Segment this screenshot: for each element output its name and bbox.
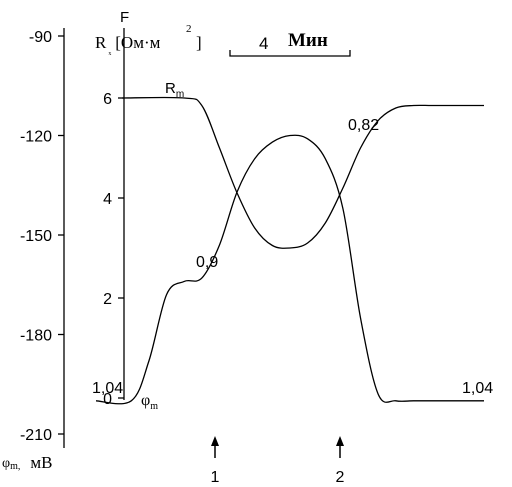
series-rm-line: [121, 96, 484, 249]
right-axis-tick-label: 2: [103, 291, 112, 308]
right-axis-top-letter: F: [120, 9, 129, 26]
right-axis-tick-label: 4: [103, 191, 112, 208]
marker-arrow-head: [336, 436, 344, 446]
marker-label: 1: [211, 469, 220, 486]
series-phi-label: φm: [141, 392, 158, 412]
series-phi-line: [95, 134, 484, 405]
left-axis-tick-label: -180: [20, 328, 52, 345]
marker-label: 2: [336, 469, 345, 486]
annotation-left-end: 1,04: [92, 380, 123, 397]
scale-bar-unit: Мин: [288, 30, 328, 51]
left-axis-tick-label: -210: [20, 427, 52, 444]
left-axis-label: φm, мВ: [2, 453, 52, 472]
left-axis-tick-label: -120: [20, 129, 52, 146]
series-rm-label: Rm: [165, 80, 184, 100]
annotation-peak: 0,82: [348, 117, 379, 134]
right-axis-label-sub: ₓ: [108, 46, 111, 57]
scale-bar-value: 4: [259, 34, 268, 53]
right-axis-tick-label: 6: [103, 91, 112, 108]
right-axis-label-symbol: R: [95, 33, 107, 52]
right-axis-label-power: 2: [186, 23, 192, 35]
right-axis-tick-label: 0: [103, 391, 112, 408]
scale-bar: [229, 50, 351, 57]
left-axis-tick-label: -90: [29, 29, 52, 46]
annotation-first-plateau: 0,9: [196, 254, 218, 271]
left-axis-tick-label: -150: [20, 228, 52, 245]
marker-arrow-head: [211, 436, 219, 446]
annotation-right-end: 1,04: [462, 380, 493, 397]
right-axis-label-unit: [Ом·м: [115, 33, 160, 52]
right-axis-label-close: ]: [196, 33, 202, 52]
